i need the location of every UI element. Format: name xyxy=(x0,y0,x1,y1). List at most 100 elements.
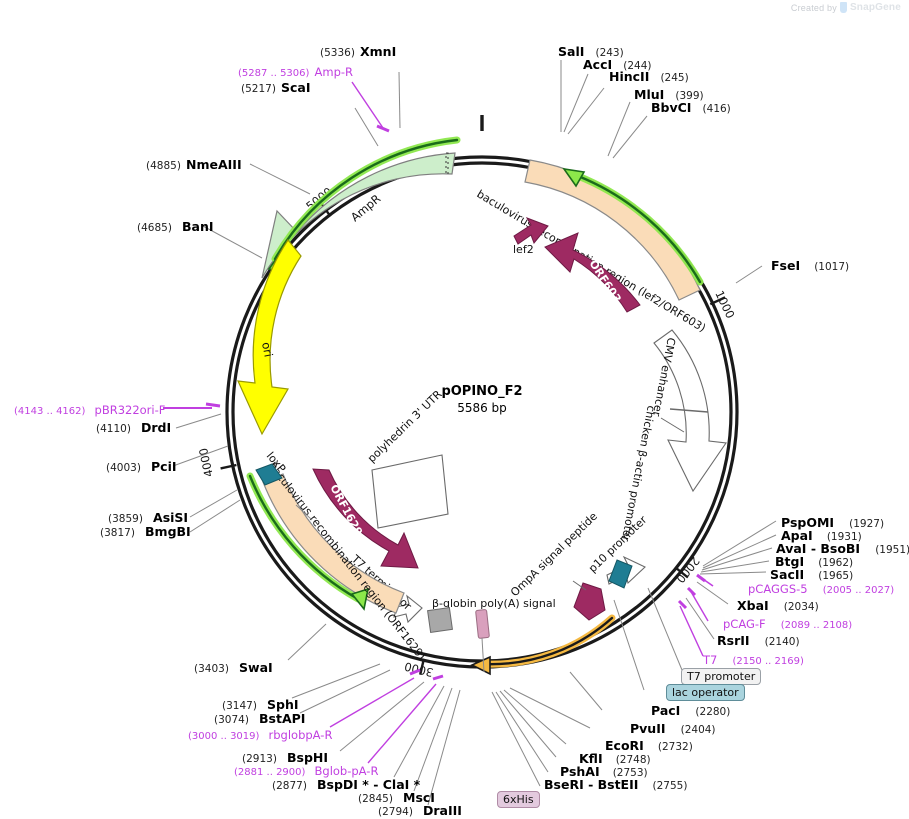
enzyme-pos: (399) xyxy=(675,90,704,102)
primer-name: Bglob-pA-R xyxy=(314,764,379,778)
primer-name: pCAG-F xyxy=(723,617,766,631)
enzyme-label-xmnI[interactable]: (5336) XmnI xyxy=(320,43,396,59)
enzyme-label-pspOMI[interactable]: PspOMI (1927) xyxy=(781,514,884,530)
feature-bglob-pa: β-globin poly(A) signal xyxy=(432,597,556,673)
enzyme-label-banI[interactable]: (4685) BanI xyxy=(137,218,214,234)
watermark-prefix: Created by xyxy=(790,2,837,13)
enzyme-name: ApaI xyxy=(781,528,813,543)
primer-label-pcaggs-5[interactable]: pCAGGS-5 (2005 .. 2027) xyxy=(748,580,894,596)
enzyme-pos: (2794) xyxy=(378,806,413,818)
enzyme-pos: (2845) xyxy=(358,793,393,805)
enzyme-label-fseI[interactable]: FseI (1017) xyxy=(771,257,849,273)
enzyme-label-hincII[interactable]: HincII (245) xyxy=(609,68,689,84)
primer-range: (4143 .. 4162) xyxy=(14,406,86,417)
enzyme-label-bspDI-claI[interactable]: (2877) BspDI * - ClaI * xyxy=(272,776,420,792)
enzyme-name: KflI xyxy=(579,751,603,766)
boxed-label-lac-operator[interactable]: lac operator xyxy=(666,684,745,701)
enzyme-label-btgI[interactable]: BtgI (1962) xyxy=(775,553,853,569)
enzyme-label-bstAPI[interactable]: (3074) BstAPI xyxy=(214,710,305,726)
feature-orange-arc xyxy=(470,614,616,676)
enzyme-pos: (4110) xyxy=(96,423,131,435)
enzyme-pos: (2280) xyxy=(695,706,731,718)
enzyme-pos: (245) xyxy=(660,72,689,84)
enzyme-name: FseI xyxy=(771,258,801,273)
primer-label-pcag-f[interactable]: pCAG-F (2089 .. 2108) xyxy=(723,615,852,631)
enzyme-label-salI[interactable]: SalI (243) xyxy=(558,43,624,59)
enzyme-label-apaI[interactable]: ApaI (1931) xyxy=(781,527,862,543)
enzyme-label-pacI[interactable]: PacI (2280) xyxy=(651,702,730,718)
feature-ori: ori xyxy=(237,238,302,436)
enzyme-label-drdI[interactable]: (4110) DrdI xyxy=(96,419,171,435)
enzyme-label-avaI-bsoBI[interactable]: AvaI - BsoBI (1951) xyxy=(776,540,909,556)
enzyme-label-asiSI[interactable]: (3859) AsiSI xyxy=(108,509,188,525)
ruler-ticks xyxy=(220,202,726,675)
enzyme-name: SalI xyxy=(558,44,585,59)
enzyme-name: PspOMI xyxy=(781,515,835,530)
primer-range: (3000 .. 3019) xyxy=(188,731,260,742)
enzyme-pos: (1951) xyxy=(875,544,909,556)
enzyme-label-bmgBI[interactable]: (3817) BmgBI xyxy=(100,523,191,539)
enzyme-name: EcoRI xyxy=(605,738,644,753)
feature-label-orf1629: ORF1629 xyxy=(327,482,365,538)
primer-label-bglob-pa-r[interactable]: (2881 .. 2900) Bglob-pA-R xyxy=(234,762,378,778)
primer-label-t7[interactable]: T7 (2150 .. 2169) xyxy=(703,651,804,667)
enzyme-pos: (243) xyxy=(595,47,624,59)
enzyme-label-mscI[interactable]: (2845) MscI xyxy=(358,789,435,805)
enzyme-label-bseRI-bstEII[interactable]: BseRI - BstEII (2755) xyxy=(544,776,687,792)
enzyme-name: BstAPI xyxy=(259,711,306,726)
feature-label-lef2: lef2 xyxy=(513,243,534,256)
enzyme-label-mluI[interactable]: MluI (399) xyxy=(634,86,704,102)
enzyme-label-scaI[interactable]: (5217) ScaI xyxy=(241,79,311,95)
enzyme-pos: (2748) xyxy=(615,754,651,766)
enzyme-name: BspDI * - ClaI * xyxy=(317,777,421,792)
enzyme-pos: (2913) xyxy=(242,753,277,765)
enzyme-label-bbvCI[interactable]: BbvCI (416) xyxy=(651,99,731,115)
enzyme-name: NmeAIII xyxy=(186,157,242,172)
enzyme-label-rsrII[interactable]: RsrII (2140) xyxy=(717,632,800,648)
enzyme-pos: (3817) xyxy=(100,527,135,539)
enzyme-label-draIII[interactable]: (2794) DraIII xyxy=(378,802,462,818)
feature-label-ori: ori xyxy=(259,341,276,358)
enzyme-label-sacII[interactable]: SacII (1965) xyxy=(770,566,853,582)
tick-label-4000: 4000 xyxy=(196,447,216,479)
primer-label-pbr322ori-f[interactable]: (4143 .. 4162) pBR322ori-F xyxy=(14,401,165,417)
enzyme-label-pshAI[interactable]: PshAI (2753) xyxy=(560,763,648,779)
enzyme-label-swaI[interactable]: (3403) SwaI xyxy=(194,659,273,675)
primer-name: pCAGGS-5 xyxy=(748,582,808,596)
feature-orf603: ORF603 xyxy=(544,232,641,313)
enzyme-pos: (244) xyxy=(623,60,652,72)
primer-label-amp-r[interactable]: (5287 .. 5306) Amp-R xyxy=(238,63,353,79)
enzyme-name: BanI xyxy=(182,219,214,234)
enzyme-label-sphI[interactable]: (3147) SphI xyxy=(222,696,299,712)
boxed-label-6xhis[interactable]: 6xHis xyxy=(497,791,540,808)
enzyme-name: ScaI xyxy=(281,80,311,95)
enzyme-name: PacI xyxy=(651,703,681,718)
enzyme-pos: (1931) xyxy=(826,531,862,543)
enzyme-label-pciI[interactable]: (4003) PciI xyxy=(106,458,177,474)
primer-name: rbglobpA-R xyxy=(268,728,333,742)
plasmid-size: 5586 bp xyxy=(457,401,507,415)
enzyme-name: SacII xyxy=(770,567,805,582)
enzyme-label-kflI[interactable]: KflI (2748) xyxy=(579,750,651,766)
enzyme-pos: (3147) xyxy=(222,700,257,712)
enzyme-label-accI[interactable]: AccI (244) xyxy=(583,56,651,72)
boxed-label-t7-promoter[interactable]: T7 promoter xyxy=(681,668,762,685)
snapgene-watermark: Created by SnapGene xyxy=(791,2,901,13)
enzyme-label-ecoRI[interactable]: EcoRI (2732) xyxy=(605,737,693,753)
enzyme-name: AvaI - BsoBI xyxy=(776,541,861,556)
enzyme-pos: (4685) xyxy=(137,222,172,234)
tick-label-1000: 1000 xyxy=(712,288,737,320)
primer-label-rbglobpa-r[interactable]: (3000 .. 3019) rbglobpA-R xyxy=(188,726,332,742)
enzyme-label-pvuII[interactable]: PvuII (2404) xyxy=(630,720,716,736)
enzyme-pos: (2877) xyxy=(272,780,307,792)
leader-lines xyxy=(163,60,777,806)
enzyme-label-nmeAIII[interactable]: (4885) NmeAIII xyxy=(146,156,242,172)
enzyme-name: BbvCI xyxy=(651,100,692,115)
primer-name: T7 xyxy=(703,653,718,667)
watermark-brand: SnapGene xyxy=(849,2,901,13)
enzyme-label-xbaI[interactable]: XbaI (2034) xyxy=(737,597,819,613)
enzyme-name: AsiSI xyxy=(153,510,189,525)
enzyme-label-bspHI[interactable]: (2913) BspHI xyxy=(242,749,328,765)
primer-range: (2089 .. 2108) xyxy=(780,620,853,631)
